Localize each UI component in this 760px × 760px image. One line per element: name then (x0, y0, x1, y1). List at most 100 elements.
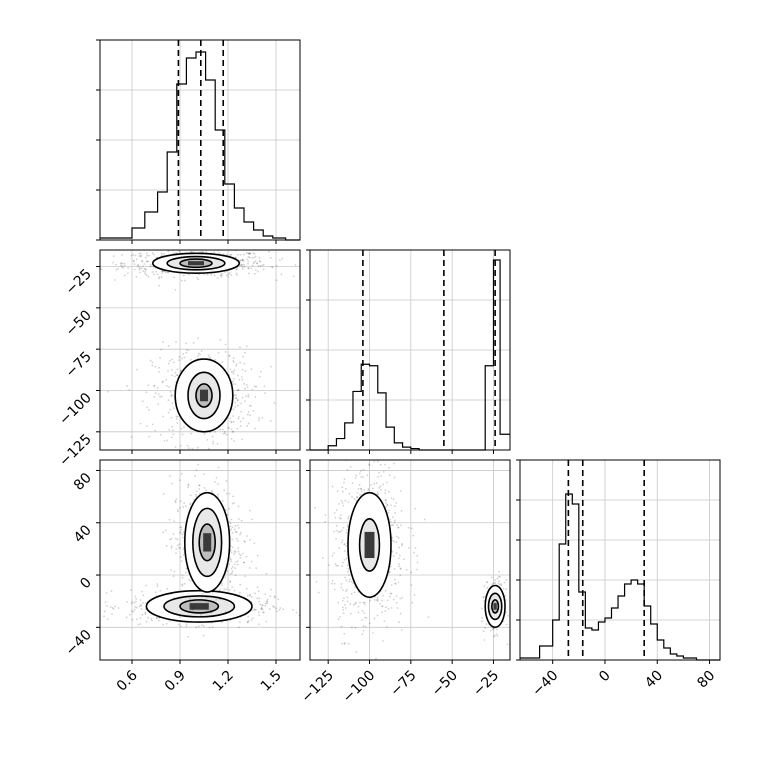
scatter-point (324, 521, 326, 523)
scatter-point (135, 598, 137, 600)
scatter-point (358, 488, 360, 490)
scatter-point (168, 399, 170, 401)
scatter-point (171, 483, 173, 485)
scatter-point (183, 554, 185, 556)
x-tick-label: −50 (429, 668, 461, 700)
scatter-point (200, 614, 202, 616)
scatter-point (245, 556, 247, 558)
scatter-point (350, 466, 352, 468)
scatter-point (360, 488, 362, 490)
scatter-point (377, 476, 379, 478)
scatter-point (172, 429, 174, 431)
scatter-point (198, 353, 200, 355)
scatter-point (120, 262, 122, 264)
scatter-point (170, 538, 172, 540)
scatter-point (351, 581, 353, 583)
scatter-point (212, 443, 214, 445)
scatter-point (124, 263, 126, 265)
scatter-point (148, 436, 150, 438)
scatter-point (181, 473, 183, 475)
x-tick-label: 0.6 (114, 667, 141, 694)
scatter-point (225, 577, 227, 579)
scatter-point (279, 609, 281, 611)
scatter-point (263, 268, 265, 270)
scatter-point (241, 438, 243, 440)
scatter-point (168, 386, 170, 388)
scatter-point (295, 264, 297, 266)
scatter-point (179, 479, 181, 481)
scatter-point (180, 529, 182, 531)
scatter-point (184, 280, 186, 282)
scatter-point (144, 268, 146, 270)
scatter-point (481, 608, 483, 610)
scatter-point (360, 441, 362, 443)
scatter-point (184, 583, 186, 585)
scatter-point (245, 395, 247, 397)
scatter-point (208, 448, 210, 450)
scatter-point (136, 607, 138, 609)
scatter-point (230, 421, 232, 423)
scatter-point (153, 385, 155, 387)
scatter-point (193, 607, 195, 609)
scatter-point (246, 425, 248, 427)
scatter-point (221, 274, 223, 276)
scatter-point (185, 572, 187, 574)
scatter-point (148, 409, 150, 411)
scatter-point (198, 488, 200, 490)
scatter-point (247, 261, 249, 263)
scatter-point (237, 254, 239, 256)
scatter-point (230, 525, 232, 527)
scatter-point (342, 600, 344, 602)
scatter-point (213, 601, 215, 603)
scatter-point (341, 530, 343, 532)
scatter-point (196, 277, 198, 279)
scatter-point (168, 345, 170, 347)
scatter-point (515, 617, 517, 619)
scatter-point (390, 593, 392, 595)
scatter-point (255, 386, 257, 388)
scatter-point (259, 603, 261, 605)
scatter-point (158, 278, 160, 280)
scatter-point (224, 247, 226, 249)
scatter-point (342, 502, 344, 504)
scatter-point (348, 501, 350, 503)
scatter-point (190, 580, 192, 582)
scatter-point (235, 273, 237, 275)
scatter-point (388, 510, 390, 512)
scatter-point (237, 428, 239, 430)
scatter-point (174, 500, 176, 502)
scatter-point (246, 252, 248, 254)
scatter-point (343, 597, 345, 599)
scatter-point (400, 490, 402, 492)
scatter-point (341, 626, 343, 628)
scatter-point (171, 464, 173, 466)
scatter-point (229, 589, 231, 591)
scatter-point (372, 488, 374, 490)
scatter-point (368, 489, 370, 491)
scatter-point (362, 610, 364, 612)
scatter-point (148, 255, 150, 257)
scatter-point (340, 518, 342, 520)
scatter-point (351, 627, 353, 629)
scatter-point (386, 482, 388, 484)
scatter-point (370, 484, 372, 486)
scatter-point (159, 357, 161, 359)
scatter-point (226, 493, 228, 495)
scatter-point (168, 363, 170, 365)
scatter-point (190, 359, 192, 361)
scatter-point (228, 508, 230, 510)
scatter-point (361, 619, 363, 621)
scatter-point (143, 263, 145, 265)
scatter-point (234, 528, 236, 530)
scatter-point (382, 483, 384, 485)
scatter-point (223, 489, 225, 491)
scatter-point (139, 255, 141, 257)
scatter-point (238, 505, 240, 507)
scatter-point (181, 280, 183, 282)
scatter-point (378, 472, 380, 474)
scatter-point (406, 569, 408, 571)
scatter-point (505, 588, 507, 590)
scatter-point (388, 608, 390, 610)
scatter-point (343, 482, 345, 484)
scatter-point (140, 623, 142, 625)
